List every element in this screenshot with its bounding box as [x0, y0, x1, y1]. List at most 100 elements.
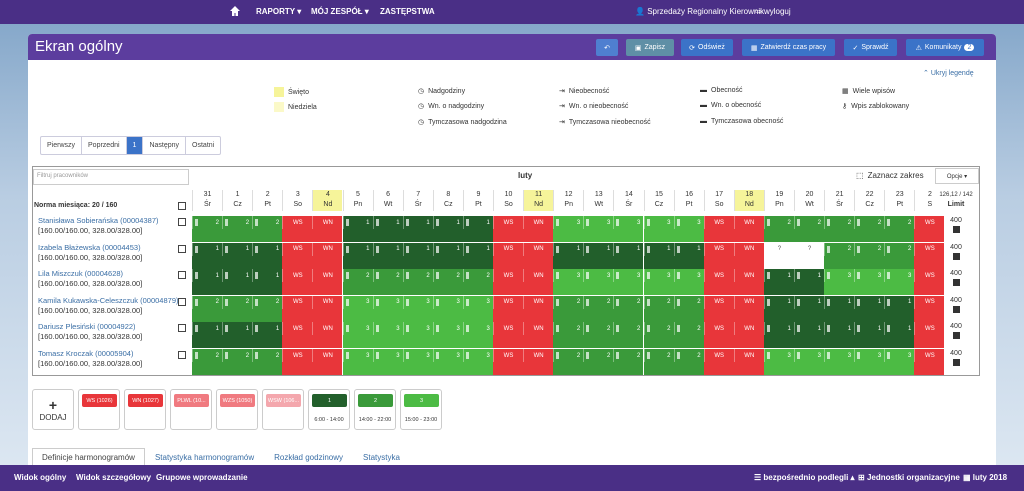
- schedule-cell[interactable]: 3: [643, 216, 674, 229]
- schedule-cell[interactable]: WS: [282, 322, 313, 336]
- schedule-cell[interactable]: WS: [703, 295, 734, 309]
- schedule-cell[interactable]: 3: [372, 322, 403, 336]
- tab-definicje[interactable]: Definicje harmonogramów: [32, 448, 145, 467]
- schedule-cell[interactable]: 3: [372, 295, 403, 309]
- schedule-subcell[interactable]: [733, 282, 764, 296]
- day-header[interactable]: 13 Wt: [583, 190, 613, 211]
- schedule-cell[interactable]: 1: [432, 242, 463, 256]
- schedule-subcell[interactable]: [613, 255, 644, 269]
- schedule-cell[interactable]: 2: [794, 216, 824, 229]
- day-header[interactable]: 19 Pn: [763, 190, 794, 211]
- shift-card[interactable]: 2 14:00 - 22:00: [354, 389, 396, 430]
- logout-link[interactable]: ⇨ wyloguj: [755, 7, 791, 16]
- day-header[interactable]: 31 Śr: [192, 190, 222, 211]
- schedule-subcell[interactable]: [282, 229, 313, 242]
- calendar-icon[interactable]: [952, 305, 960, 313]
- schedule-cell[interactable]: 3: [854, 349, 885, 362]
- schedule-cell[interactable]: 1: [794, 269, 824, 283]
- schedule-cell[interactable]: WS: [914, 269, 945, 283]
- schedule-cell[interactable]: WN: [312, 216, 343, 229]
- day-header[interactable]: 17 So: [703, 190, 734, 211]
- schedule-subcell[interactable]: [854, 229, 885, 242]
- schedule-cell[interactable]: WS: [703, 349, 734, 362]
- schedule-subcell[interactable]: [192, 229, 222, 242]
- day-header[interactable]: 9 Pt: [462, 190, 493, 211]
- shift-card[interactable]: 1 6:00 - 14:00: [308, 389, 350, 430]
- schedule-subcell[interactable]: [884, 229, 915, 242]
- schedule-subcell[interactable]: [583, 362, 614, 375]
- day-header[interactable]: 8 Cz: [432, 190, 463, 211]
- schedule-cell[interactable]: 1: [553, 242, 584, 256]
- schedule-subcell[interactable]: [553, 335, 584, 349]
- schedule-subcell[interactable]: [312, 282, 343, 296]
- employee-checkbox[interactable]: [178, 297, 186, 306]
- add-shift-button[interactable]: + DODAJ: [32, 389, 74, 430]
- calendar-icon[interactable]: [952, 226, 960, 233]
- schedule-subcell[interactable]: [733, 335, 764, 349]
- schedule-cell[interactable]: WN: [312, 269, 343, 283]
- shift-card[interactable]: WN (1027): [124, 389, 166, 430]
- day-header[interactable]: 3 So: [282, 190, 312, 211]
- schedule-subcell[interactable]: [432, 255, 463, 269]
- schedule-subcell[interactable]: [763, 255, 794, 269]
- schedule-subcell[interactable]: [733, 229, 764, 242]
- schedule-subcell[interactable]: [252, 335, 283, 349]
- schedule-subcell[interactable]: [493, 335, 523, 349]
- schedule-subcell[interactable]: [342, 255, 373, 269]
- schedule-cell[interactable]: 2: [252, 349, 283, 362]
- employee-name[interactable]: Kamila Kukawska-Celeszczuk (00004879): [38, 295, 179, 305]
- schedule-subcell[interactable]: [312, 255, 343, 269]
- schedule-subcell[interactable]: [794, 308, 824, 322]
- schedule-cell[interactable]: 1: [342, 216, 373, 229]
- schedule-subcell[interactable]: [914, 255, 945, 269]
- schedule-subcell[interactable]: [402, 308, 433, 322]
- schedule-subcell[interactable]: [493, 362, 523, 375]
- schedule-cell[interactable]: 3: [673, 269, 704, 283]
- schedule-cell[interactable]: WS: [493, 216, 523, 229]
- day-header[interactable]: 23 Pt: [884, 190, 914, 211]
- employee-checkbox[interactable]: [178, 244, 186, 253]
- schedule-subcell[interactable]: [402, 335, 433, 349]
- schedule-cell[interactable]: 3: [884, 349, 915, 362]
- schedule-cell[interactable]: 3: [553, 269, 584, 283]
- day-header[interactable]: 16 Pt: [673, 190, 704, 211]
- shift-card[interactable]: WZS (1050): [216, 389, 258, 430]
- schedule-cell[interactable]: 2: [643, 322, 674, 336]
- schedule-subcell[interactable]: [914, 229, 945, 242]
- schedule-cell[interactable]: 2: [192, 295, 222, 309]
- schedule-subcell[interactable]: [884, 362, 915, 375]
- schedule-cell[interactable]: ?: [794, 242, 824, 256]
- schedule-subcell[interactable]: [794, 282, 824, 296]
- schedule-subcell[interactable]: [643, 229, 674, 242]
- schedule-cell[interactable]: 1: [342, 242, 373, 256]
- home-icon[interactable]: [229, 5, 241, 17]
- schedule-subcell[interactable]: [763, 229, 794, 242]
- schedule-subcell[interactable]: [342, 362, 373, 375]
- schedule-cell[interactable]: 2: [884, 216, 915, 229]
- schedule-cell[interactable]: WS: [282, 216, 313, 229]
- schedule-subcell[interactable]: [432, 229, 463, 242]
- schedule-subcell[interactable]: [794, 362, 824, 375]
- schedule-cell[interactable]: 1: [252, 269, 283, 283]
- schedule-subcell[interactable]: [282, 255, 313, 269]
- schedule-cell[interactable]: 3: [432, 295, 463, 309]
- schedule-subcell[interactable]: [312, 335, 343, 349]
- tab-statystyka[interactable]: Statystyka: [363, 453, 400, 462]
- schedule-subcell[interactable]: [643, 308, 674, 322]
- pager-last[interactable]: Ostatni: [192, 142, 215, 149]
- schedule-cell[interactable]: 2: [252, 216, 283, 229]
- schedule-cell[interactable]: 3: [854, 269, 885, 283]
- schedule-cell[interactable]: WS: [282, 242, 313, 256]
- schedule-subcell[interactable]: [192, 255, 222, 269]
- schedule-cell[interactable]: 3: [432, 322, 463, 336]
- schedule-cell[interactable]: 2: [222, 295, 253, 309]
- schedule-subcell[interactable]: [673, 335, 704, 349]
- schedule-cell[interactable]: 2: [824, 242, 855, 256]
- schedule-cell[interactable]: WS: [703, 269, 734, 283]
- calendar-icon[interactable]: [952, 252, 960, 260]
- schedule-subcell[interactable]: [372, 308, 403, 322]
- schedule-subcell[interactable]: [342, 229, 373, 242]
- schedule-subcell[interactable]: [493, 229, 523, 242]
- schedule-cell[interactable]: 3: [553, 216, 584, 229]
- schedule-subcell[interactable]: [763, 335, 794, 349]
